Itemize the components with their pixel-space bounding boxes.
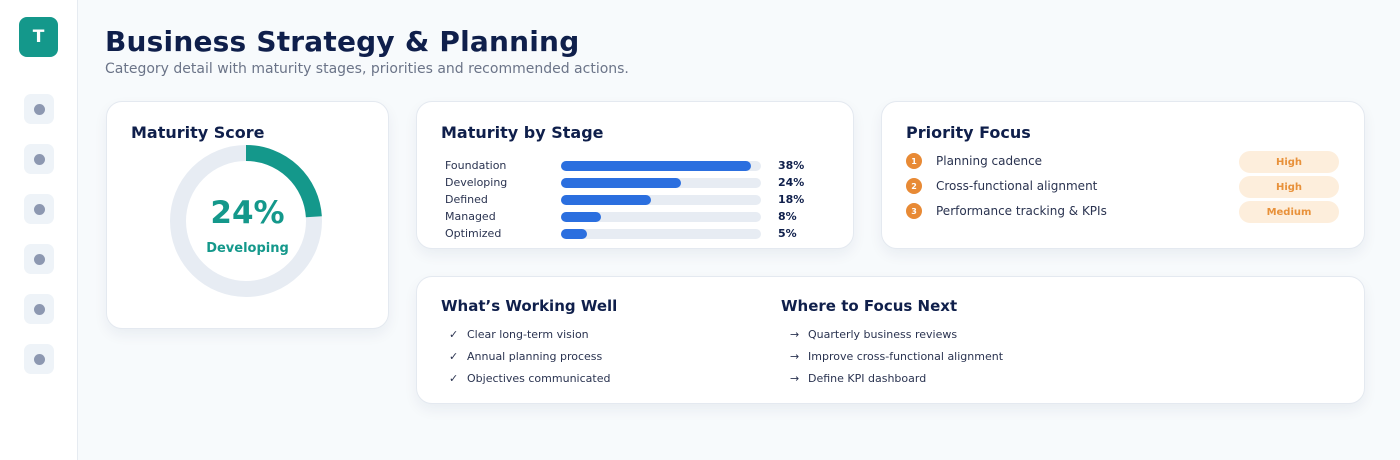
stage-percent: 8%	[778, 210, 797, 223]
page-subtitle: Category detail with maturity stages, pr…	[105, 61, 629, 77]
sidebar-item-5[interactable]	[24, 294, 54, 324]
arrow-right-icon: →	[790, 372, 800, 385]
checkmark-icon: ✓	[449, 372, 459, 385]
sidebar-item-4[interactable]	[24, 244, 54, 274]
priority-focus-card: Priority Focus 1 Planning cadence High 2…	[881, 101, 1365, 249]
app-logo[interactable]: T	[19, 17, 58, 57]
stage-bar-track	[561, 212, 761, 222]
priority-level-badge: Medium	[1239, 201, 1339, 223]
stage-bar-fill	[561, 195, 651, 205]
working-well-title: What’s Working Well	[441, 297, 618, 315]
stage-bar-fill	[561, 212, 601, 222]
stage-percent: 18%	[778, 193, 805, 206]
priority-item[interactable]: 2 Cross-functional alignment High	[906, 176, 1346, 198]
focus-next-title: Where to Focus Next	[781, 297, 958, 315]
priority-item[interactable]: 1 Planning cadence High	[906, 151, 1346, 173]
checkmark-icon: ✓	[449, 350, 459, 363]
stage-bar-fill	[561, 178, 681, 188]
stage-name: Defined	[445, 193, 488, 206]
stage-name: Developing	[445, 176, 508, 189]
sidebar: T	[0, 0, 78, 460]
priority-level-badge: High	[1239, 151, 1339, 173]
stage-bar-track	[561, 178, 761, 188]
nav-dot-icon	[33, 103, 45, 115]
priority-label: Planning cadence	[936, 154, 1043, 168]
sidebar-item-6[interactable]	[24, 344, 54, 374]
score-level-label: Developing	[206, 241, 289, 256]
card-title: Priority Focus	[906, 123, 1031, 142]
arrow-right-icon: →	[790, 328, 800, 341]
sidebar-item-1[interactable]	[24, 94, 54, 124]
working-well-item: ✓ Annual planning process	[449, 350, 603, 363]
working-well-item: ✓ Clear long-term vision	[449, 328, 589, 341]
focus-next-item: → Define KPI dashboard	[790, 372, 927, 385]
donut-progress-arc	[170, 145, 322, 297]
nav-dot-icon	[33, 353, 45, 365]
stage-row: Developing 24%	[445, 176, 825, 190]
focus-next-item: → Improve cross-functional alignment	[790, 350, 1004, 363]
priority-level-badge: High	[1239, 176, 1339, 198]
stage-percent: 5%	[778, 227, 797, 240]
stage-bar-track	[561, 161, 761, 171]
priority-item[interactable]: 3 Performance tracking & KPIs Medium	[906, 201, 1346, 223]
maturity-score-card: Maturity Score 24% Developing	[106, 101, 389, 329]
stage-row: Foundation 38%	[445, 159, 825, 173]
working-well-item: ✓ Objectives communicated	[449, 372, 611, 385]
stage-bar-fill	[561, 161, 751, 171]
score-value: 24%	[210, 195, 285, 231]
priority-rank-badge: 2	[906, 178, 922, 194]
checkmark-icon: ✓	[449, 328, 459, 341]
nav-dot-icon	[33, 253, 45, 265]
nav-dot-icon	[33, 303, 45, 315]
stage-bar-track	[561, 229, 761, 239]
stage-bar-track	[561, 195, 761, 205]
card-title: Maturity Score	[131, 123, 265, 142]
stage-row: Managed 8%	[445, 210, 825, 224]
stage-percent: 24%	[778, 176, 805, 189]
sidebar-item-3[interactable]	[24, 194, 54, 224]
nav-dot-icon	[33, 153, 45, 165]
stage-name: Managed	[445, 210, 496, 223]
maturity-donut-chart	[170, 145, 322, 297]
stage-row: Optimized 5%	[445, 227, 825, 241]
priority-label: Performance tracking & KPIs	[936, 204, 1107, 218]
priority-label: Cross-functional alignment	[936, 179, 1098, 193]
priority-rank-badge: 3	[906, 203, 922, 219]
sidebar-item-2[interactable]	[24, 144, 54, 174]
arrow-right-icon: →	[790, 350, 800, 363]
page-title: Business Strategy & Planning	[105, 25, 580, 58]
priority-rank-badge: 1	[906, 153, 922, 169]
focus-next-item: → Quarterly business reviews	[790, 328, 958, 341]
insights-card: What’s Working Well ✓ Clear long-term vis…	[416, 276, 1365, 404]
card-title: Maturity by Stage	[441, 123, 604, 142]
stage-row: Defined 18%	[445, 193, 825, 207]
stage-percent: 38%	[778, 159, 805, 172]
stage-name: Foundation	[445, 159, 507, 172]
stage-bar-fill	[561, 229, 587, 239]
maturity-by-stage-card: Maturity by Stage Foundation 38% Develop…	[416, 101, 854, 249]
stage-name: Optimized	[445, 227, 502, 240]
nav-dot-icon	[33, 203, 45, 215]
